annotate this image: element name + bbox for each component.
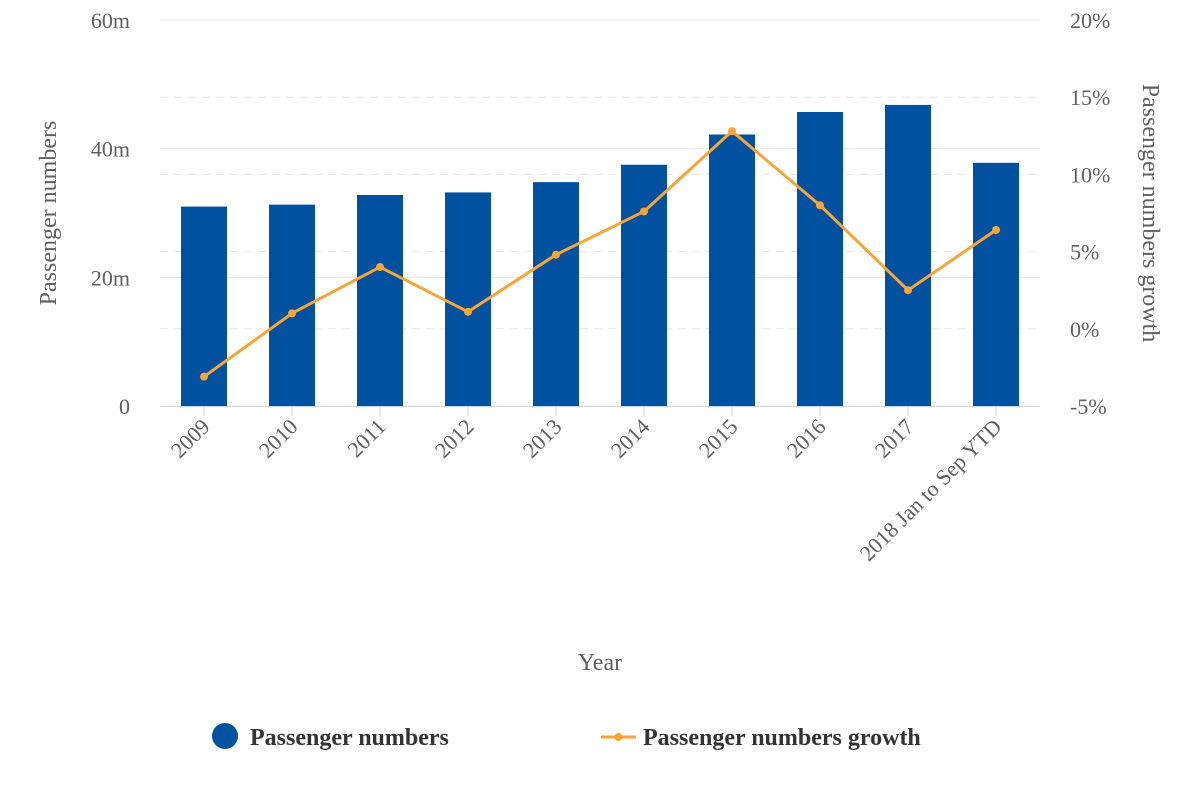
x-axis — [160, 406, 1040, 416]
line-point[interactable] — [640, 207, 648, 216]
legend-bar-marker — [212, 723, 238, 749]
line-point[interactable] — [992, 225, 1000, 234]
x-tick-label: 2015 — [694, 414, 743, 463]
y-tick-label: 60m — [91, 8, 130, 33]
legend-label: Passenger numbers — [250, 725, 449, 751]
y2-tick-label: -5% — [1070, 394, 1107, 419]
line-point[interactable] — [816, 201, 824, 210]
y2-tick-label: 5% — [1070, 240, 1099, 265]
line-point[interactable] — [728, 127, 736, 136]
x-axis-title: Year — [578, 650, 622, 676]
y2-tick-label: 20% — [1070, 8, 1110, 33]
x-tick-label: 2014 — [606, 414, 655, 463]
line-series — [200, 127, 1000, 381]
y2-tick-label: 15% — [1070, 85, 1110, 110]
legend-item-passenger-numbers[interactable]: Passenger numbers — [212, 723, 449, 751]
bar-series — [181, 104, 1019, 407]
y-axis-title: Passenger numbers — [36, 121, 62, 306]
bar[interactable] — [885, 104, 931, 407]
x-tick-label: 2009 — [166, 414, 215, 463]
x-tick-label: 2012 — [430, 414, 479, 463]
legend: Passenger numbers Passenger numbers grow… — [212, 723, 921, 751]
line-point[interactable] — [552, 250, 560, 259]
y2-axis-title: Passenger numbers growth — [1137, 84, 1163, 343]
legend-label: Passenger numbers growth — [643, 725, 921, 751]
bar[interactable] — [357, 194, 403, 406]
x-tick-label: 2017 — [870, 414, 919, 463]
x-tick-label: 2010 — [254, 414, 303, 463]
y-tick-label: 20m — [91, 265, 130, 290]
bar[interactable] — [445, 192, 491, 406]
line-point[interactable] — [288, 309, 296, 318]
line-point[interactable] — [376, 263, 384, 272]
y-axis-right: -5% 0% 5% 10% 15% 20% — [1070, 8, 1110, 419]
x-axis-labels: 2009 2010 2011 2012 2013 2014 2015 2016 20172018… — [166, 414, 1007, 566]
legend-item-passenger-numbers-growth[interactable]: Passenger numbers growth — [601, 725, 921, 751]
bar[interactable] — [797, 111, 843, 406]
bar[interactable] — [973, 162, 1019, 406]
y-tick-label: 40m — [91, 137, 130, 162]
line-point[interactable] — [904, 286, 912, 295]
growth-line — [203, 129, 997, 378]
bar[interactable] — [709, 134, 755, 406]
legend-line-dot — [614, 733, 623, 741]
line-point[interactable] — [200, 372, 208, 381]
x-tick-label: 2013 — [518, 414, 567, 463]
line-point[interactable] — [464, 307, 472, 316]
y2-tick-label: 0% — [1070, 317, 1099, 342]
x-tick-label: 2016 — [782, 414, 831, 463]
y-axis-left: 0 20m 40m 60m — [91, 8, 130, 419]
x-tick-label: 2011 — [342, 414, 390, 462]
bar[interactable] — [533, 182, 579, 406]
y2-tick-label: 10% — [1070, 162, 1110, 187]
bar[interactable] — [621, 164, 667, 406]
y-tick-label: 0 — [119, 394, 130, 419]
